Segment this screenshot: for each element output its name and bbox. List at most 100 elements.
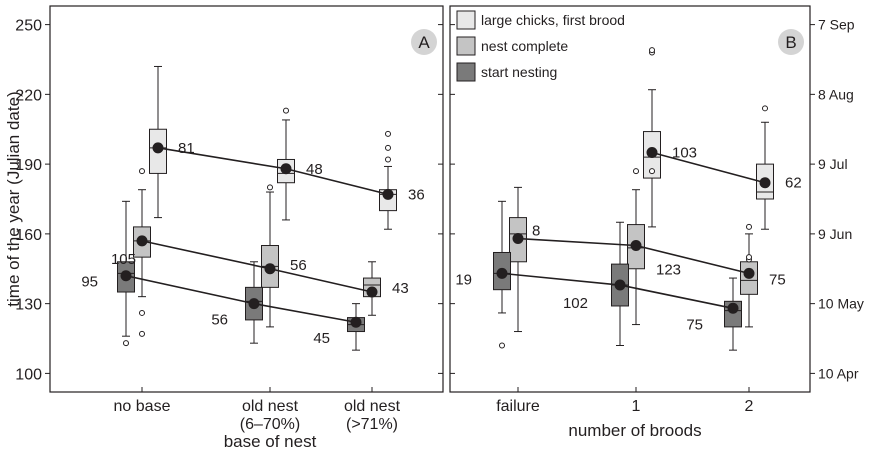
mean-point-mid	[366, 286, 378, 298]
outlier-point	[385, 130, 391, 137]
mean-line-dark	[501, 272, 621, 286]
outlier-point	[139, 330, 145, 337]
boxplot-dark	[724, 277, 742, 351]
x-tick-label: no base	[114, 398, 171, 415]
panel-label: B	[785, 33, 796, 52]
x-tick-label: 2	[745, 398, 754, 415]
mean-line-light	[285, 167, 389, 196]
outlier-point	[746, 254, 752, 261]
mean-point-mid	[743, 267, 755, 279]
boxplot-light	[379, 130, 397, 230]
legend-label: nest complete	[481, 38, 568, 54]
mean-point-light	[759, 177, 771, 189]
boxplot-light	[756, 105, 774, 230]
panel-badge	[411, 29, 437, 55]
sample-size-label: 36	[408, 186, 425, 203]
y-tick-label: 130	[15, 297, 42, 314]
legend-swatch-light	[456, 10, 476, 30]
plot-frame	[49, 5, 444, 393]
y-tick-label-right: 10 May	[818, 296, 864, 312]
y-tick-label-right: 9 Jun	[818, 226, 852, 242]
sample-size-label: 45	[313, 330, 330, 347]
boxplot-light	[643, 47, 661, 228]
sample-size-label: 75	[769, 271, 786, 288]
panel-badge	[778, 29, 804, 55]
mean-line-dark	[619, 284, 734, 310]
x-tick-label: 1	[632, 398, 641, 415]
x-tick-label: (6–70%)	[240, 416, 300, 433]
mean-point-dark	[614, 279, 626, 291]
mean-line-mid	[269, 267, 373, 293]
sample-size-label: 103	[672, 144, 697, 161]
y-tick-label: 190	[15, 157, 42, 174]
mean-line-mid	[141, 240, 271, 270]
outlier-point	[762, 105, 768, 112]
chart-panel-a: A 100 130 160 190 220 250 time of the year (Jul…	[4, 5, 444, 451]
mean-line-dark	[125, 274, 255, 305]
sample-size-label: 56	[211, 312, 228, 329]
outlier-point	[746, 223, 752, 230]
outlier-point	[139, 168, 145, 175]
y-tick-label: 160	[15, 227, 42, 244]
sample-size-label: 56	[290, 257, 307, 274]
mean-point-dark	[496, 267, 508, 279]
mean-point-dark	[120, 270, 132, 282]
y-tick-label-right: 8 Aug	[818, 86, 854, 102]
mean-point-mid	[512, 233, 524, 245]
mean-point-mid	[630, 240, 642, 252]
outlier-point	[649, 47, 655, 54]
outlier-point	[139, 309, 145, 316]
sample-size-label: 123	[656, 262, 681, 279]
y-tick-label-right: 7 Sep	[818, 17, 855, 33]
mean-line-mid	[635, 244, 750, 275]
x-tick-label: old nest	[242, 398, 299, 415]
boxplot-light	[149, 65, 167, 219]
mean-point-light	[280, 163, 292, 175]
mean-point-mid	[264, 263, 276, 275]
sample-size-label: 62	[785, 175, 802, 192]
y-axis-label: time of the year (Julian date)	[4, 91, 23, 306]
boxplot-mid	[509, 186, 527, 333]
outlier-point	[123, 340, 129, 347]
mean-point-dark	[350, 316, 362, 328]
x-tick-label: failure	[496, 398, 540, 415]
y-tick-label: 220	[15, 87, 42, 104]
mean-line-light	[651, 151, 766, 184]
mean-point-light	[646, 146, 658, 158]
mean-point-light	[382, 188, 394, 200]
y-tick-label: 100	[15, 366, 42, 383]
sample-size-label: 81	[178, 140, 195, 157]
sample-size-label: 43	[392, 280, 409, 297]
x-axis-label: number of broods	[568, 421, 701, 440]
sample-size-label: 102	[563, 295, 588, 312]
outlier-point	[267, 184, 273, 191]
outlier-point	[385, 144, 391, 151]
y-tick-label-right: 9 Jul	[818, 156, 848, 172]
plot-frame	[449, 5, 811, 393]
x-axis-label: base of nest	[224, 432, 317, 451]
sample-size-label: 75	[686, 316, 703, 333]
legend: large chicks, first brood nest complete st…	[456, 10, 625, 82]
mean-point-mid	[136, 235, 148, 247]
outlier-point	[633, 168, 639, 175]
sample-size-label: 8	[532, 223, 540, 240]
chart-panel-b: B 10 Apr 10 May 9 Jun 9 Jul 8 Aug 7 Sep failure…	[449, 5, 864, 440]
outlier-point	[649, 168, 655, 175]
mean-point-dark	[248, 298, 260, 310]
legend-swatch-mid	[456, 36, 476, 56]
outlier-point	[385, 156, 391, 163]
mean-point-light	[152, 142, 164, 154]
sample-size-label: 105	[111, 251, 136, 268]
panel-label: A	[418, 33, 430, 52]
sample-size-label: 48	[306, 161, 323, 178]
sample-size-label: 19	[455, 271, 472, 288]
mean-line-light	[157, 147, 287, 170]
mean-point-dark	[727, 302, 739, 314]
x-tick-label: (>71%)	[346, 416, 398, 433]
y-tick-label: 250	[15, 18, 42, 35]
mean-line-dark	[253, 302, 357, 324]
legend-label: start nesting	[481, 64, 557, 80]
boxplot-mid	[133, 168, 151, 337]
outlier-point	[283, 107, 289, 114]
